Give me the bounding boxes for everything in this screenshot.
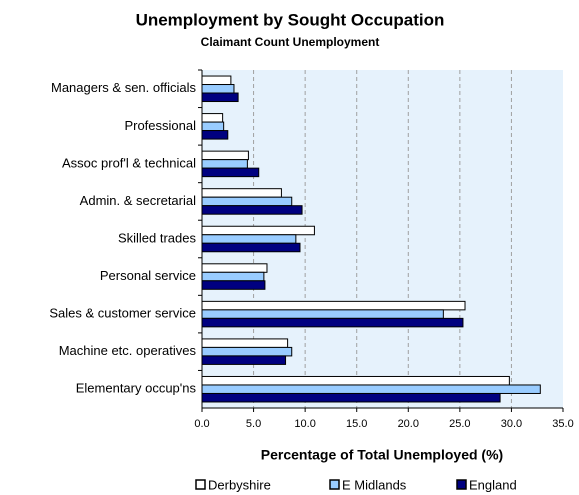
bar bbox=[201, 234, 297, 244]
y-tick-label: Professional bbox=[124, 118, 196, 133]
y-tick-label: Elementary occup'ns bbox=[76, 381, 197, 396]
chart-title: Unemployment by Sought Occupation bbox=[136, 10, 445, 29]
x-tick-label: 5.0 bbox=[246, 418, 261, 430]
y-tick-label: Sales & customer service bbox=[49, 306, 196, 321]
x-tick-label: 30.0 bbox=[501, 418, 522, 430]
legend-label: England bbox=[469, 477, 517, 492]
bar bbox=[201, 263, 268, 273]
bar bbox=[201, 242, 301, 253]
x-tick-label: 10.0 bbox=[294, 418, 315, 430]
bar bbox=[201, 346, 293, 357]
x-tick-label: 20.0 bbox=[398, 418, 419, 430]
bar bbox=[201, 205, 303, 215]
y-tick-label: Managers & sen. officials bbox=[51, 80, 196, 95]
bar bbox=[201, 392, 501, 403]
y-tick-label: Admin. & secretarial bbox=[80, 193, 196, 208]
y-tick-label: Skilled trades bbox=[118, 230, 197, 245]
legend-label: E Midlands bbox=[342, 477, 407, 492]
bar bbox=[201, 280, 266, 290]
x-axis-label: Percentage of Total Unemployed (%) bbox=[261, 447, 503, 463]
y-tick-label: Personal service bbox=[100, 268, 196, 283]
bar bbox=[201, 355, 287, 365]
bar bbox=[201, 84, 235, 94]
bar bbox=[201, 271, 265, 282]
bar bbox=[201, 159, 248, 169]
bar bbox=[201, 196, 293, 207]
bar bbox=[201, 225, 315, 236]
y-tick-label: Assoc prof'l & technical bbox=[62, 155, 196, 170]
chart-subtitle: Claimant Count Unemployment bbox=[201, 35, 380, 49]
bar bbox=[201, 75, 232, 86]
bar bbox=[201, 384, 541, 394]
bar bbox=[201, 167, 260, 178]
bar bbox=[201, 188, 282, 198]
bar bbox=[201, 300, 466, 311]
legend-swatch bbox=[456, 479, 467, 490]
bar bbox=[201, 92, 239, 103]
bar bbox=[201, 309, 444, 319]
bar bbox=[201, 150, 249, 161]
bar bbox=[201, 317, 464, 328]
legend-swatch bbox=[329, 479, 340, 490]
bar bbox=[201, 113, 224, 123]
bar bbox=[201, 338, 289, 348]
x-tick-label: 0.0 bbox=[194, 418, 209, 430]
legend-label: Derbyshire bbox=[208, 477, 271, 492]
bar bbox=[201, 375, 510, 386]
legend-swatch bbox=[195, 479, 206, 490]
x-tick-label: 25.0 bbox=[449, 418, 470, 430]
x-tick-label: 35.0 bbox=[552, 418, 573, 430]
bar bbox=[201, 121, 225, 132]
x-tick-label: 15.0 bbox=[346, 418, 367, 430]
y-tick-label: Machine etc. operatives bbox=[59, 343, 197, 358]
bar bbox=[201, 130, 229, 140]
